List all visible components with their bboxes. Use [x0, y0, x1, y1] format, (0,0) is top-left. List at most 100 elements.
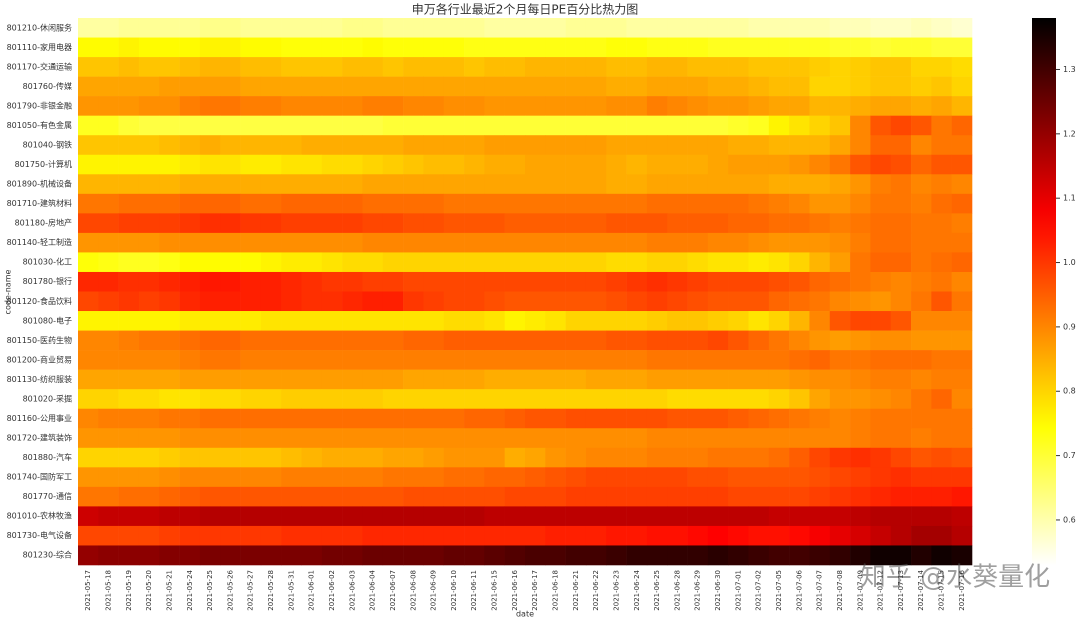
heat-cell [382, 232, 404, 253]
heat-cell [829, 545, 851, 566]
x-tick-label: 2021-07-12 [877, 570, 885, 611]
heat-cell [931, 115, 952, 136]
heat-cell [240, 37, 262, 58]
heat-cell [260, 115, 282, 136]
heat-cell [687, 525, 709, 546]
heat-cell [159, 311, 180, 331]
heat-cell [890, 174, 912, 195]
heat-cell [809, 57, 831, 77]
heat-cell [850, 408, 871, 429]
heat-cell [911, 408, 932, 429]
heatmap-cells [78, 18, 973, 566]
heat-cell [525, 447, 546, 468]
heat-cell [321, 330, 343, 351]
heat-cell [321, 271, 343, 292]
heat-cell [179, 96, 201, 116]
heat-cell [118, 311, 140, 331]
heat-cell [829, 76, 851, 97]
heat-cell [748, 115, 770, 136]
heat-cell [504, 350, 526, 370]
heat-cell [951, 486, 973, 507]
heat-cell [707, 486, 729, 507]
heat-cell [789, 252, 810, 273]
heat-cell [646, 545, 668, 566]
heat-cell [443, 408, 465, 429]
heat-cell [545, 291, 566, 312]
heat-cell [98, 115, 119, 136]
heat-cell [321, 37, 343, 58]
heat-cell [362, 213, 384, 234]
heat-cell [504, 37, 526, 58]
x-tick-label: 2021-06-11 [470, 570, 478, 611]
heat-cell [464, 525, 485, 546]
heat-cell [525, 57, 546, 77]
heat-cell [667, 115, 688, 136]
heat-cell [525, 18, 546, 38]
heat-cell [707, 291, 729, 312]
heat-cell [443, 271, 465, 292]
heat-cell [789, 545, 810, 566]
heat-cell [403, 135, 424, 156]
heat-cell [870, 350, 892, 370]
heat-cell [98, 291, 119, 312]
heat-cell [789, 135, 810, 156]
heat-cell [931, 369, 952, 390]
heat-cell [464, 486, 485, 507]
heat-cell [931, 467, 952, 488]
heat-cell [870, 330, 892, 351]
heat-cell [728, 467, 749, 488]
heat-cell [911, 76, 932, 97]
heat-cell [98, 96, 119, 116]
heat-cell [931, 408, 952, 429]
heat-cell [768, 252, 790, 273]
heat-cell [789, 291, 810, 312]
heat-cell [829, 330, 851, 351]
heat-cell [138, 467, 160, 488]
heat-cell [443, 37, 465, 58]
heat-cell [931, 96, 952, 116]
heat-cell [606, 76, 627, 97]
heat-cell [240, 96, 262, 116]
heat-cell [423, 271, 445, 292]
heat-cell [585, 467, 607, 488]
heat-cell [951, 232, 973, 253]
heat-cell [281, 447, 302, 468]
heat-cell [138, 408, 160, 429]
heat-cell [728, 428, 749, 449]
heat-cell [768, 57, 790, 77]
heat-cell [78, 193, 99, 214]
heat-cell [748, 408, 770, 429]
x-tick-label: 2021-05-25 [206, 570, 214, 611]
heat-cell [382, 252, 404, 273]
heat-cell [768, 213, 790, 234]
heat-cell [850, 115, 871, 136]
heat-cell [565, 486, 587, 507]
heat-cell [138, 57, 160, 77]
heat-cell [301, 408, 323, 429]
heat-cell [525, 369, 546, 390]
heat-cell [789, 174, 810, 195]
heat-cell [809, 271, 831, 292]
heat-cell [484, 37, 505, 58]
heat-cell [545, 213, 566, 234]
heat-cell [484, 232, 505, 253]
heat-cell [260, 428, 282, 449]
y-tick-label: 801730-电气设备 [7, 530, 72, 540]
heat-cell [362, 428, 384, 449]
heat-cell [220, 486, 241, 507]
heat-cell [423, 174, 445, 195]
heat-cell [301, 37, 323, 58]
heat-cell [707, 330, 729, 351]
heat-cell [179, 311, 201, 331]
heat-cell [443, 213, 465, 234]
heat-cell [301, 447, 323, 468]
heat-cell [545, 545, 566, 566]
heat-cell [768, 369, 790, 390]
y-tick-label: 801030-化工 [23, 257, 72, 267]
heat-cell [667, 408, 688, 429]
heat-cell [240, 193, 262, 214]
heat-cell [585, 291, 607, 312]
heat-cell [626, 174, 648, 195]
heat-cell [931, 193, 952, 214]
